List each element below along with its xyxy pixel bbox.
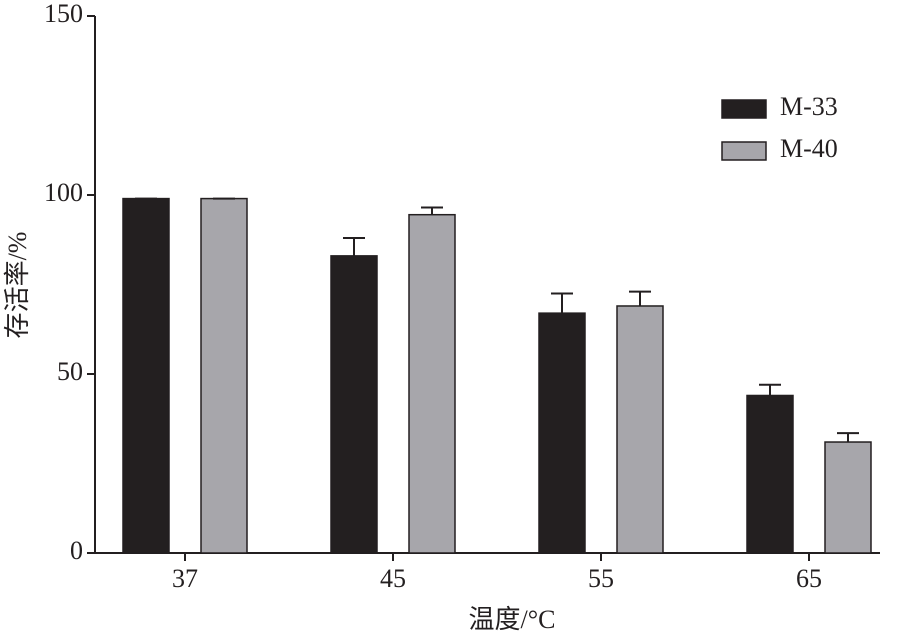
bar xyxy=(408,213,456,554)
y-tick-label: 100 xyxy=(44,178,83,207)
y-tick-label: 150 xyxy=(44,0,83,28)
x-tick-label: 45 xyxy=(380,564,406,593)
x-axis-label: 温度/°C xyxy=(469,605,556,634)
x-tick-label: 65 xyxy=(796,564,822,593)
bar xyxy=(200,197,248,554)
error-bar xyxy=(343,236,365,256)
bar xyxy=(824,441,872,554)
error-bar xyxy=(759,383,781,396)
x-tick-label: 37 xyxy=(172,564,198,593)
y-tick-label: 50 xyxy=(57,357,83,386)
x-tick-label: 55 xyxy=(588,564,614,593)
bar xyxy=(122,197,170,554)
legend-label: M-33 xyxy=(780,92,838,121)
error-bar xyxy=(629,290,651,306)
legend-label: M-40 xyxy=(780,134,838,163)
bar xyxy=(538,312,586,554)
error-bar xyxy=(421,206,443,215)
error-bar xyxy=(837,432,859,443)
error-bar xyxy=(551,292,573,314)
y-axis-label: 存活率/% xyxy=(3,232,32,339)
legend-swatch xyxy=(721,141,767,161)
bar xyxy=(330,255,378,554)
legend-swatch xyxy=(721,99,767,119)
bar xyxy=(616,305,664,554)
bar xyxy=(746,394,794,554)
y-tick-label: 0 xyxy=(70,536,83,565)
